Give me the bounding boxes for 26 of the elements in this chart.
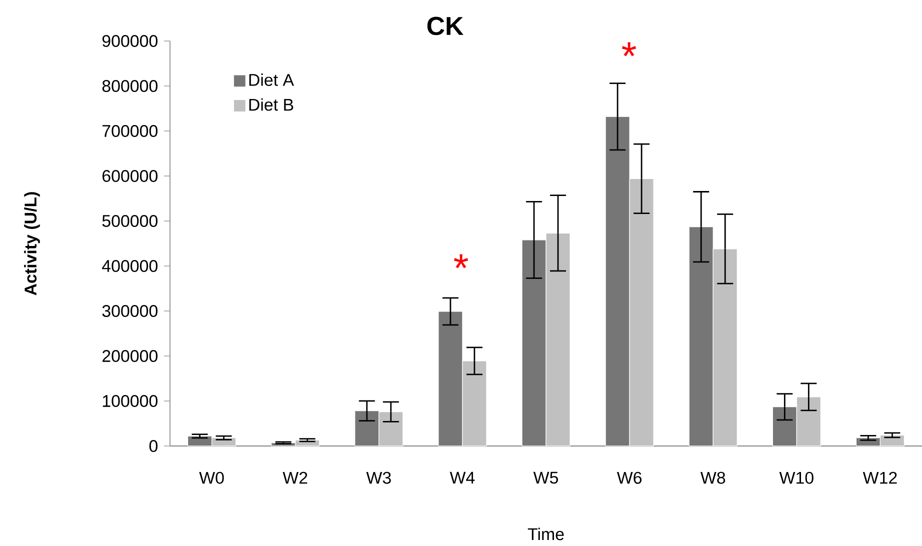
- y-tick-label: 200000: [102, 350, 158, 362]
- annotation: *: [454, 254, 468, 268]
- legend-label: Diet A: [249, 74, 294, 86]
- y-tick-label: 800000: [102, 80, 158, 92]
- annotation: *: [622, 42, 636, 56]
- y-tick-label: 700000: [102, 124, 158, 137]
- y-tick-label: 500000: [102, 214, 158, 227]
- x-tick-label: W2: [282, 472, 308, 484]
- chart-title: CK: [427, 16, 464, 36]
- x-axis-title: Time: [528, 528, 564, 540]
- x-tick-label: W6: [616, 472, 642, 484]
- x-tick-label: W10: [779, 472, 814, 484]
- x-tick-label: W0: [199, 472, 224, 484]
- x-tick-label: W4: [450, 472, 475, 484]
- x-tick-label: W8: [700, 472, 726, 484]
- x-tick-label: W5: [533, 472, 558, 484]
- x-tick-label: W12: [862, 472, 897, 484]
- y-axis-title: Activity (U/L): [24, 192, 40, 296]
- y-tick-label: 100000: [102, 394, 158, 407]
- y-tick-label: 0: [149, 440, 158, 452]
- y-tick-label: 600000: [102, 170, 158, 182]
- y-tick-label: 400000: [102, 260, 158, 272]
- x-tick-label: W3: [366, 472, 391, 484]
- y-tick-label: 900000: [102, 35, 158, 47]
- y-tick-label: 300000: [102, 304, 158, 317]
- legend-label: Diet B: [249, 98, 294, 111]
